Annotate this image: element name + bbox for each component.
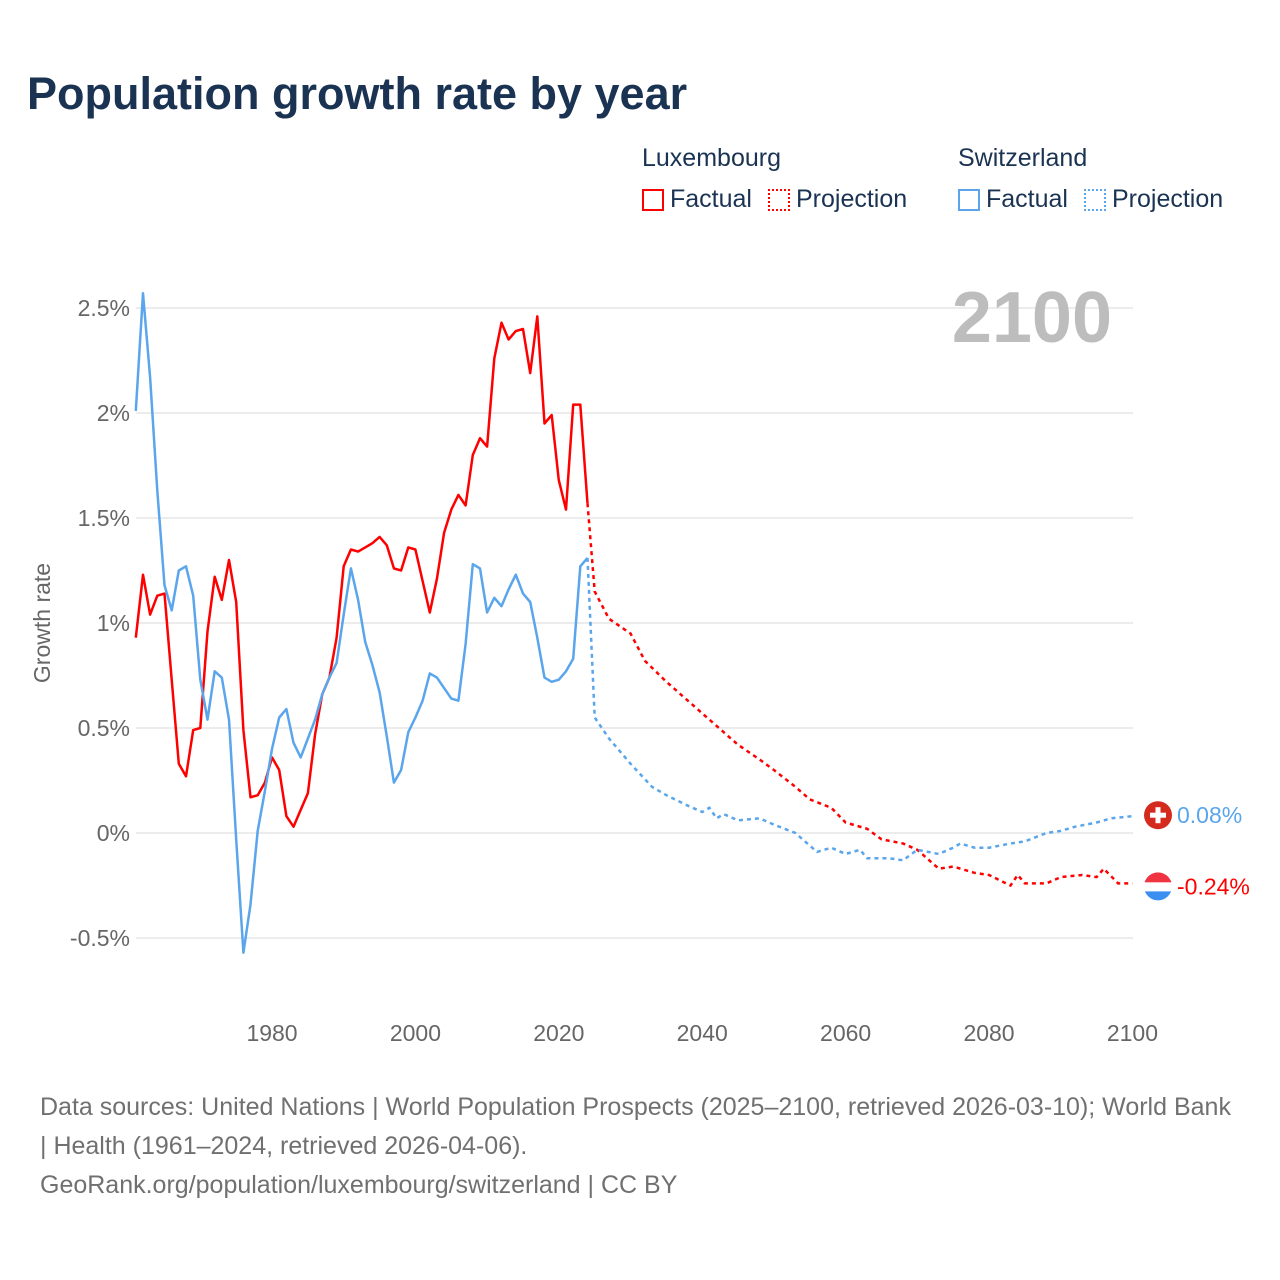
x-tick-label: 2100 — [1107, 1020, 1158, 1046]
x-tick-label: 2000 — [390, 1020, 441, 1046]
y-tick-label: 1.5% — [78, 505, 130, 531]
y-tick-label: -0.5% — [70, 925, 130, 951]
dotted-swatch-icon — [1083, 188, 1106, 211]
chart-title: Population growth rate by year — [27, 68, 688, 119]
luxembourg-factual-line — [134, 315, 589, 828]
data-sources: Data sources: United Nations | World Pop… — [40, 1093, 1231, 1160]
legend-luxembourg-projection[interactable]: Projection — [767, 185, 908, 214]
switzerland-flag-icon — [1144, 801, 1172, 830]
y-tick-label: 2% — [97, 400, 130, 426]
legend-label: Factual — [986, 185, 1068, 213]
luxembourg-flag-icon — [1144, 872, 1172, 901]
x-tick-label: 2020 — [533, 1020, 584, 1046]
legend-switzerland-projection[interactable]: Projection — [1083, 185, 1224, 214]
dotted-swatch-icon — [767, 188, 790, 211]
footer: Data sources: United Nations | World Pop… — [40, 1088, 1240, 1205]
luxembourg-end-label: -0.24% — [1177, 873, 1250, 899]
switzerland-projection-line — [586, 557, 1133, 862]
solid-swatch-icon — [958, 188, 980, 211]
y-tick-label: 0% — [97, 820, 130, 846]
x-tick-label: 1980 — [246, 1020, 297, 1046]
x-tick-label: 2060 — [820, 1020, 871, 1046]
legend-switzerland-factual[interactable]: Factual — [958, 185, 1068, 214]
y-tick-label: 1% — [97, 610, 130, 636]
legend-label: Projection — [1111, 185, 1224, 213]
year-display: 2100 — [952, 278, 1112, 358]
legend-switzerland: Switzerland Factual Projection — [958, 144, 1223, 214]
legend-luxembourg: Luxembourg Factual Projection — [642, 144, 907, 214]
plot-area: -0.5% 0% 0.5% 1% 1.5% 2% 2.5% 1980 2000 2020 2040 2… — [29, 278, 1250, 1046]
legend-label: Projection — [795, 185, 908, 213]
legend-luxembourg-factual[interactable]: Factual — [642, 185, 752, 214]
switzerland-factual-line — [134, 292, 589, 954]
x-tick-label: 2040 — [677, 1020, 728, 1046]
y-axis-label: Growth rate — [29, 563, 55, 683]
y-tick-label: 0.5% — [78, 715, 130, 741]
y-tick-label: 2.5% — [78, 295, 130, 321]
legend-label: Factual — [670, 185, 752, 213]
solid-swatch-icon — [642, 188, 664, 211]
switzerland-end-label: 0.08% — [1177, 802, 1242, 828]
legend-switzerland-title: Switzerland — [958, 144, 1088, 172]
luxembourg-projection-line — [586, 503, 1133, 888]
x-tick-label: 2080 — [963, 1020, 1014, 1046]
legend-luxembourg-title: Luxembourg — [642, 144, 781, 172]
credit-link[interactable]: GeoRank.org/population/luxembourg/switze… — [40, 1171, 678, 1199]
